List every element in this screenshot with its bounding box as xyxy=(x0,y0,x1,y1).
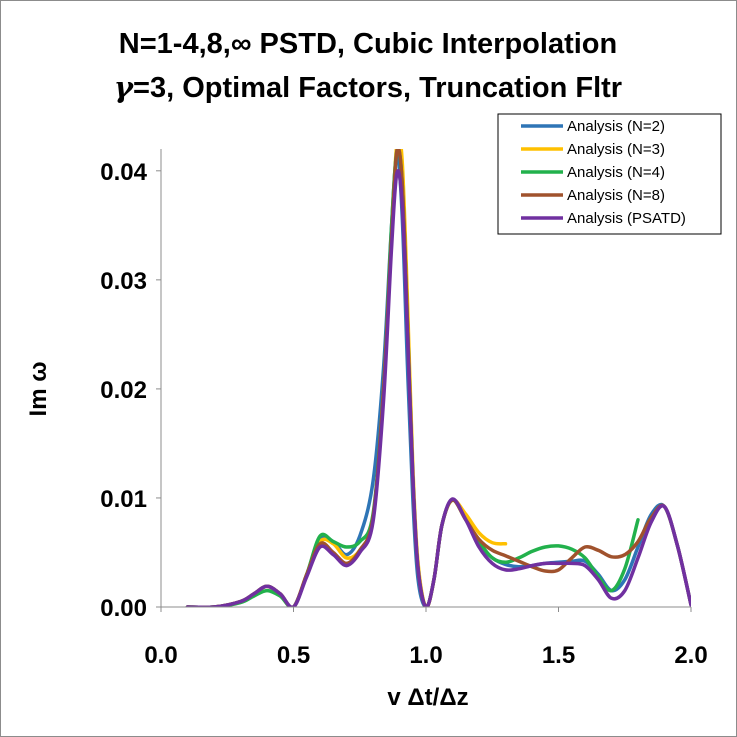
series-layer xyxy=(185,149,691,607)
title-line-2-text: =3, Optimal Factors, Truncation Fltr xyxy=(133,72,622,104)
x-tick-label: 1.5 xyxy=(542,642,575,669)
y-tick-label: 0.02 xyxy=(100,377,147,404)
series-line-analysis-n-3 xyxy=(185,149,508,607)
x-tick-label: 0.0 xyxy=(144,642,177,669)
legend-label-analysis-n-2: Analysis (N=2) xyxy=(567,118,665,135)
x-tick-label: 1.0 xyxy=(409,642,442,669)
x-tick-label: 0.5 xyxy=(277,642,310,669)
ticks-layer: 0.00 0.01 0.02 0.03 0.04 0.0 0.5 1.0 1.5 2.0 xyxy=(100,159,707,669)
chart-title-line-1: N=1-4,8,∞ PSTD, Cubic Interpolation xyxy=(119,28,617,60)
title-gamma-symbol: γ xyxy=(114,70,135,104)
y-tick-label: 0.03 xyxy=(100,268,147,295)
legend: Analysis (N=2) Analysis (N=3) Analysis (N=… xyxy=(497,113,722,235)
legend-label-analysis-n-8: Analysis (N=8) xyxy=(567,187,665,204)
chart-title-line-2: γ=3, Optimal Factors, Truncation Fltr xyxy=(114,70,622,104)
legend-box xyxy=(497,113,722,235)
x-tick-label: 2.0 xyxy=(674,642,707,669)
x-axis-title: v Δt/Δz xyxy=(387,684,468,711)
y-tick-label: 0.00 xyxy=(100,595,147,622)
legend-label-analysis-psatd: Analysis (PSATD) xyxy=(567,210,686,227)
series-line-analysis-psatd xyxy=(185,169,691,607)
y-axis-title: Im ω xyxy=(25,362,52,417)
y-tick-label: 0.04 xyxy=(100,159,147,186)
legend-label-analysis-n-4: Analysis (N=4) xyxy=(567,164,665,181)
legend-label-analysis-n-3: Analysis (N=3) xyxy=(567,141,665,158)
y-tick-label: 0.01 xyxy=(100,486,147,513)
